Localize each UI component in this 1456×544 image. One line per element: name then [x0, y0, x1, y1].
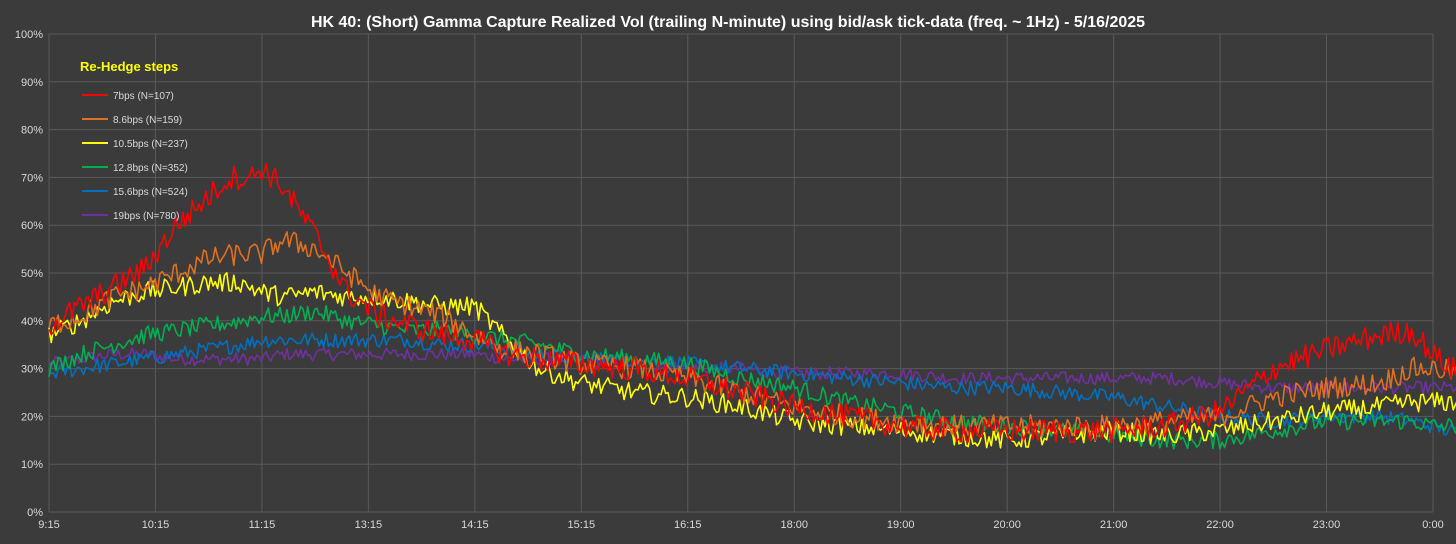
- y-tick-label: 90%: [21, 77, 43, 89]
- y-tick-label: 40%: [21, 316, 43, 328]
- y-tick-label: 20%: [21, 411, 43, 423]
- legend-label: 7bps (N=107): [113, 91, 174, 102]
- x-tick-label: 9:15: [38, 519, 59, 531]
- y-tick-label: 60%: [21, 220, 43, 232]
- x-axis-tick-labels: 9:15 10:15 11:15 13:15 14:15 15:15 16:15 18:00 1…: [38, 519, 1443, 531]
- y-tick-label: 50%: [21, 268, 43, 280]
- legend-label: 10.5bps (N=237): [113, 139, 188, 150]
- series-line-4: [48, 332, 1456, 436]
- chart-title: HK 40: (Short) Gamma Capture Realized Vo…: [311, 14, 1145, 31]
- series-line-5: [48, 347, 1456, 395]
- x-tick-label: 23:00: [1313, 519, 1341, 531]
- x-tick-label: 0:00: [1422, 519, 1443, 531]
- x-tick-label: 15:15: [568, 519, 596, 531]
- x-tick-label: 14:15: [461, 519, 489, 531]
- y-axis-tick-labels: 0% 10% 20% 30% 40% 50% 60% 70% 80% 90% 100%: [15, 29, 43, 519]
- x-tick-label: 19:00: [887, 519, 915, 531]
- gridlines: [48, 33, 1434, 513]
- legend-label: 15.6bps (N=524): [113, 187, 188, 198]
- y-tick-label: 10%: [21, 459, 43, 471]
- x-tick-label: 13:15: [355, 519, 383, 531]
- series-line-0: [48, 162, 1456, 444]
- x-tick-label: 16:15: [674, 519, 702, 531]
- x-tick-label: 10:15: [142, 519, 170, 531]
- series-line-3: [48, 304, 1456, 450]
- legend-title: Re-Hedge steps: [80, 59, 178, 74]
- x-tick-label: 18:00: [780, 519, 808, 531]
- legend-label: 8.6bps (N=159): [113, 115, 182, 126]
- legend-label: 12.8bps (N=352): [113, 163, 188, 174]
- y-tick-label: 30%: [21, 364, 43, 376]
- y-tick-label: 100%: [15, 29, 43, 41]
- legend: Re-Hedge steps 7bps (N=107) 8.6bps (N=159…: [80, 59, 188, 222]
- series-lines: [48, 162, 1456, 450]
- x-tick-label: 11:15: [249, 519, 276, 531]
- x-tick-label: 21:00: [1100, 519, 1128, 531]
- y-tick-label: 0%: [27, 507, 43, 519]
- y-tick-label: 80%: [21, 125, 43, 137]
- series-line-1: [48, 231, 1456, 437]
- y-tick-label: 70%: [21, 172, 43, 184]
- legend-label: 19bps (N=780): [113, 211, 179, 222]
- x-tick-label: 20:00: [993, 519, 1021, 531]
- x-tick-label: 22:00: [1206, 519, 1234, 531]
